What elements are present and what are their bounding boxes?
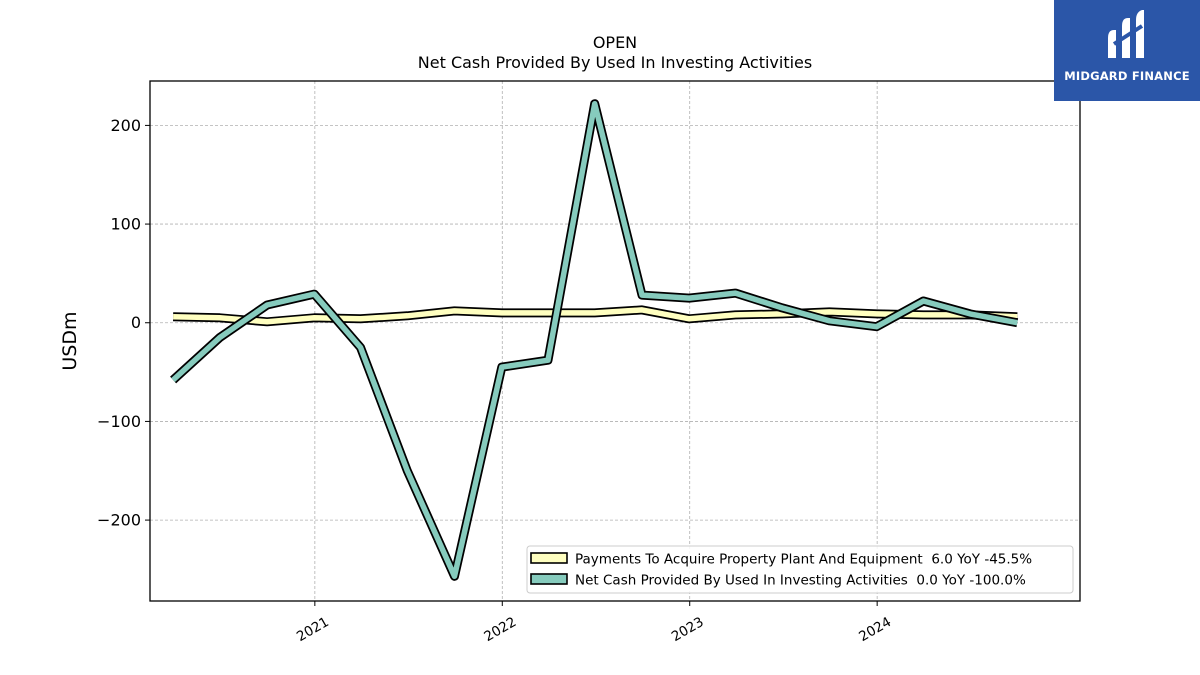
data-point <box>876 326 877 327</box>
series-line-1 <box>171 100 1018 580</box>
data-point <box>407 470 408 471</box>
brand-logo: MIDGARD FINANCE <box>1054 0 1200 101</box>
y-tick-label: −200 <box>97 511 141 530</box>
x-tick-label: 2024 <box>856 614 894 645</box>
data-point <box>548 312 549 313</box>
legend: Payments To Acquire Property Plant And E… <box>526 545 1074 594</box>
data-point <box>782 313 783 314</box>
legend-label-ppe: Payments To Acquire Property Plant And E… <box>575 552 1032 568</box>
data-point <box>970 313 971 314</box>
data-point <box>548 360 549 361</box>
chart-title: OPEN <box>593 33 637 52</box>
data-point <box>829 320 830 321</box>
legend-swatch-ppe <box>530 552 568 564</box>
data-point <box>173 316 174 317</box>
x-tick-label: 2021 <box>294 614 332 645</box>
data-point <box>314 317 315 318</box>
grid <box>150 81 1080 601</box>
series-outline-1 <box>170 99 1019 581</box>
chart-subtitle: Net Cash Provided By Used In Investing A… <box>418 53 812 72</box>
data-point <box>689 298 690 299</box>
data-point <box>314 294 315 295</box>
data-point <box>594 103 595 104</box>
data-point <box>594 312 595 313</box>
y-axis-label: USDm <box>59 311 81 370</box>
data-point <box>829 311 830 312</box>
data-point <box>267 321 268 322</box>
y-tick-label: 200 <box>110 116 141 135</box>
legend-label-net-cash: Net Cash Provided By Used In Investing A… <box>575 573 1026 589</box>
data-point <box>735 293 736 294</box>
data-point <box>501 367 502 368</box>
data-point <box>782 307 783 308</box>
data-point <box>501 312 502 313</box>
data-point <box>360 347 361 348</box>
data-point <box>642 309 643 310</box>
data-point <box>735 314 736 315</box>
data-point <box>876 313 877 314</box>
x-axis-ticks: 2021 2022 2023 2024 <box>294 601 894 645</box>
data-point <box>267 305 268 306</box>
y-tick-label: 100 <box>110 215 141 234</box>
data-point <box>173 380 174 381</box>
data-point <box>407 315 408 316</box>
plot-series <box>170 99 1019 581</box>
data-point <box>360 318 361 319</box>
y-tick-label: 0 <box>131 313 141 332</box>
x-tick-label: 2023 <box>669 614 707 645</box>
data-point <box>923 301 924 302</box>
data-point <box>454 576 455 577</box>
data-point <box>923 314 924 315</box>
plot-frame <box>149 80 1081 602</box>
data-point <box>642 295 643 296</box>
legend-swatch-net-cash <box>530 573 568 585</box>
data-point <box>689 318 690 319</box>
legend-box <box>526 545 1074 594</box>
brand-name: MIDGARD FINANCE <box>1064 69 1190 83</box>
brand-mark-icon <box>1108 10 1144 58</box>
y-tick-label: −100 <box>97 412 141 431</box>
x-tick-label: 2022 <box>481 614 519 645</box>
data-point <box>1017 322 1018 323</box>
data-point <box>454 310 455 311</box>
data-point <box>1017 316 1018 317</box>
y-axis-ticks: 200 100 0 −100 −200 <box>97 116 150 530</box>
data-point <box>219 337 220 338</box>
series-line-0 <box>173 307 1018 325</box>
data-point <box>219 317 220 318</box>
